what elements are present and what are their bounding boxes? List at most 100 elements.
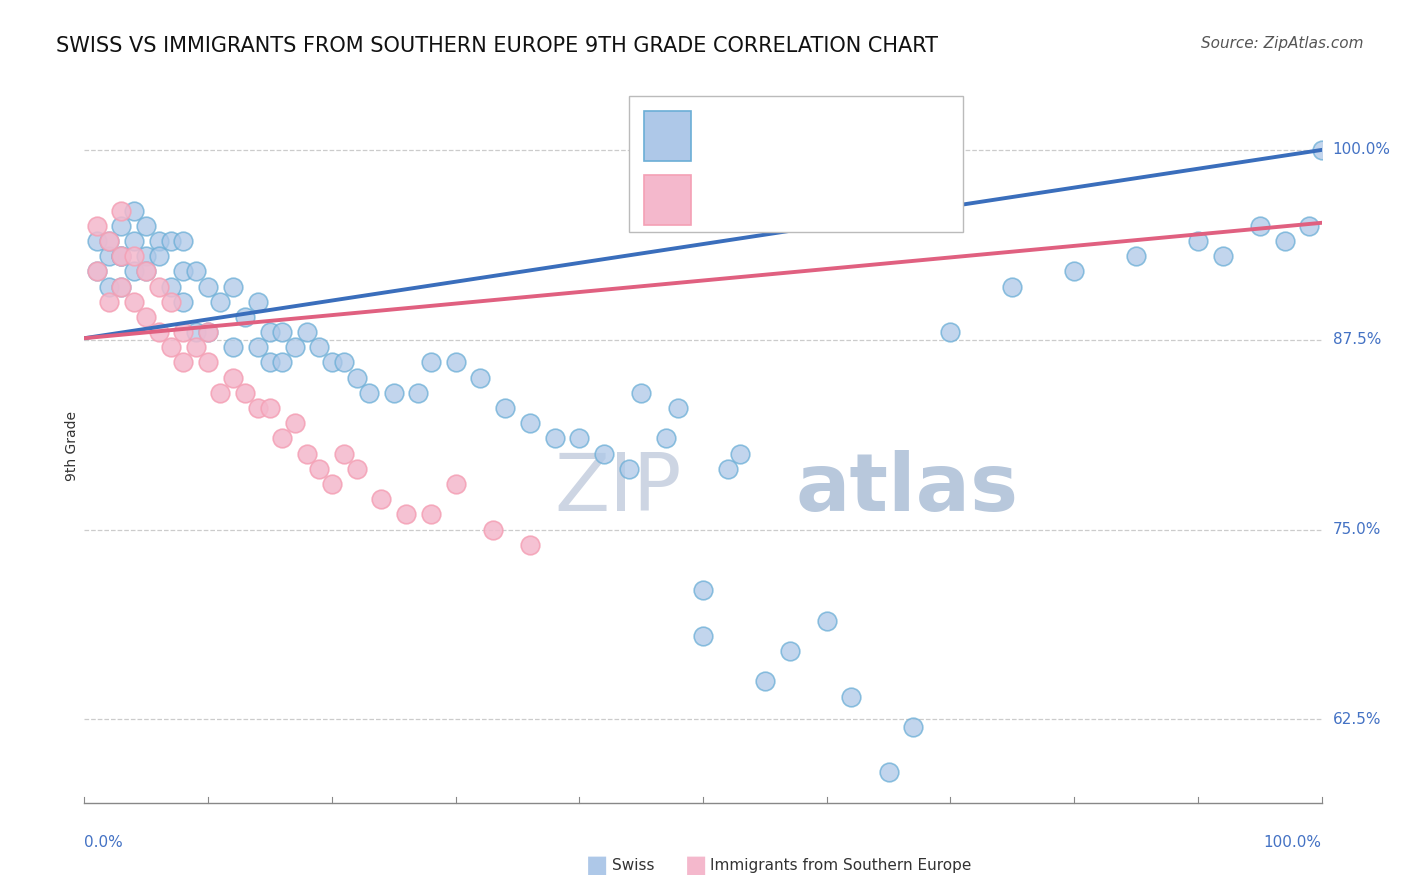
Point: [110, 249, 132, 263]
Text: ■: ■: [586, 854, 609, 877]
Point: [135, 310, 157, 324]
Point: [259, 355, 281, 369]
Point: [135, 264, 157, 278]
Point: [172, 294, 194, 309]
Point: [295, 447, 318, 461]
Point: [357, 385, 380, 400]
Point: [246, 340, 269, 354]
Point: [172, 325, 194, 339]
Point: [98, 249, 121, 263]
Point: [543, 431, 565, 445]
Point: [593, 447, 616, 461]
Point: [1249, 219, 1271, 233]
Point: [122, 294, 145, 309]
Text: SWISS VS IMMIGRANTS FROM SOUTHERN EUROPE 9TH GRADE CORRELATION CHART: SWISS VS IMMIGRANTS FROM SOUTHERN EUROPE…: [56, 36, 938, 55]
Text: atlas: atlas: [796, 450, 1019, 528]
Point: [617, 462, 640, 476]
Point: [1187, 234, 1209, 248]
Point: [209, 294, 232, 309]
Text: Immigrants from Southern Europe: Immigrants from Southern Europe: [710, 858, 972, 872]
Point: [110, 279, 132, 293]
Text: 100.0%: 100.0%: [1264, 836, 1322, 850]
Point: [122, 249, 145, 263]
Point: [172, 234, 194, 248]
Point: [148, 234, 170, 248]
Point: [86, 219, 108, 233]
Point: [519, 538, 541, 552]
Point: [877, 765, 900, 780]
Point: [271, 431, 294, 445]
Point: [160, 234, 183, 248]
Point: [395, 508, 418, 522]
Point: [122, 203, 145, 218]
Point: [630, 385, 652, 400]
Text: N = 77: N = 77: [845, 127, 912, 145]
Point: [259, 401, 281, 415]
Text: R = 0.125: R = 0.125: [706, 191, 804, 209]
Point: [1001, 279, 1024, 293]
Point: [284, 340, 307, 354]
Point: [370, 492, 392, 507]
Point: [135, 249, 157, 263]
Point: [98, 234, 121, 248]
Point: [481, 523, 503, 537]
Point: [222, 370, 245, 384]
Text: 100.0%: 100.0%: [1333, 143, 1391, 157]
Point: [246, 401, 269, 415]
Point: [135, 264, 157, 278]
Point: [1298, 219, 1320, 233]
Point: [939, 325, 962, 339]
Point: [779, 644, 801, 658]
Point: [86, 234, 108, 248]
Point: [184, 264, 207, 278]
Point: [666, 401, 689, 415]
Point: [408, 385, 430, 400]
Point: [346, 462, 368, 476]
Point: [184, 325, 207, 339]
Point: [110, 249, 132, 263]
Point: [233, 385, 256, 400]
Text: R = 0.132: R = 0.132: [706, 127, 804, 145]
Point: [110, 279, 132, 293]
Point: [197, 325, 219, 339]
Point: [110, 249, 132, 263]
Point: [321, 477, 343, 491]
Point: [271, 355, 294, 369]
Point: [444, 477, 467, 491]
Text: N = 38: N = 38: [845, 191, 912, 209]
Text: Swiss: Swiss: [612, 858, 654, 872]
Point: [321, 355, 343, 369]
Point: [692, 583, 714, 598]
Point: [815, 614, 838, 628]
Point: [444, 355, 467, 369]
Point: [346, 370, 368, 384]
Point: [308, 462, 330, 476]
Point: [1310, 143, 1333, 157]
Point: [172, 264, 194, 278]
Point: [98, 234, 121, 248]
Text: Source: ZipAtlas.com: Source: ZipAtlas.com: [1201, 36, 1364, 51]
Point: [308, 340, 330, 354]
Point: [333, 355, 356, 369]
Text: 75.0%: 75.0%: [1333, 522, 1381, 537]
Point: [98, 294, 121, 309]
Point: [259, 325, 281, 339]
Point: [122, 234, 145, 248]
Point: [1063, 264, 1085, 278]
Point: [568, 431, 591, 445]
Point: [197, 279, 219, 293]
Point: [148, 279, 170, 293]
Point: [295, 325, 318, 339]
Point: [903, 720, 925, 734]
Point: [271, 325, 294, 339]
Point: [1125, 249, 1147, 263]
Point: [470, 370, 492, 384]
Point: [419, 355, 441, 369]
Point: [1274, 234, 1296, 248]
Point: [754, 674, 776, 689]
Point: [172, 355, 194, 369]
Point: [148, 325, 170, 339]
Point: [222, 340, 245, 354]
Point: [86, 264, 108, 278]
Point: [209, 385, 232, 400]
